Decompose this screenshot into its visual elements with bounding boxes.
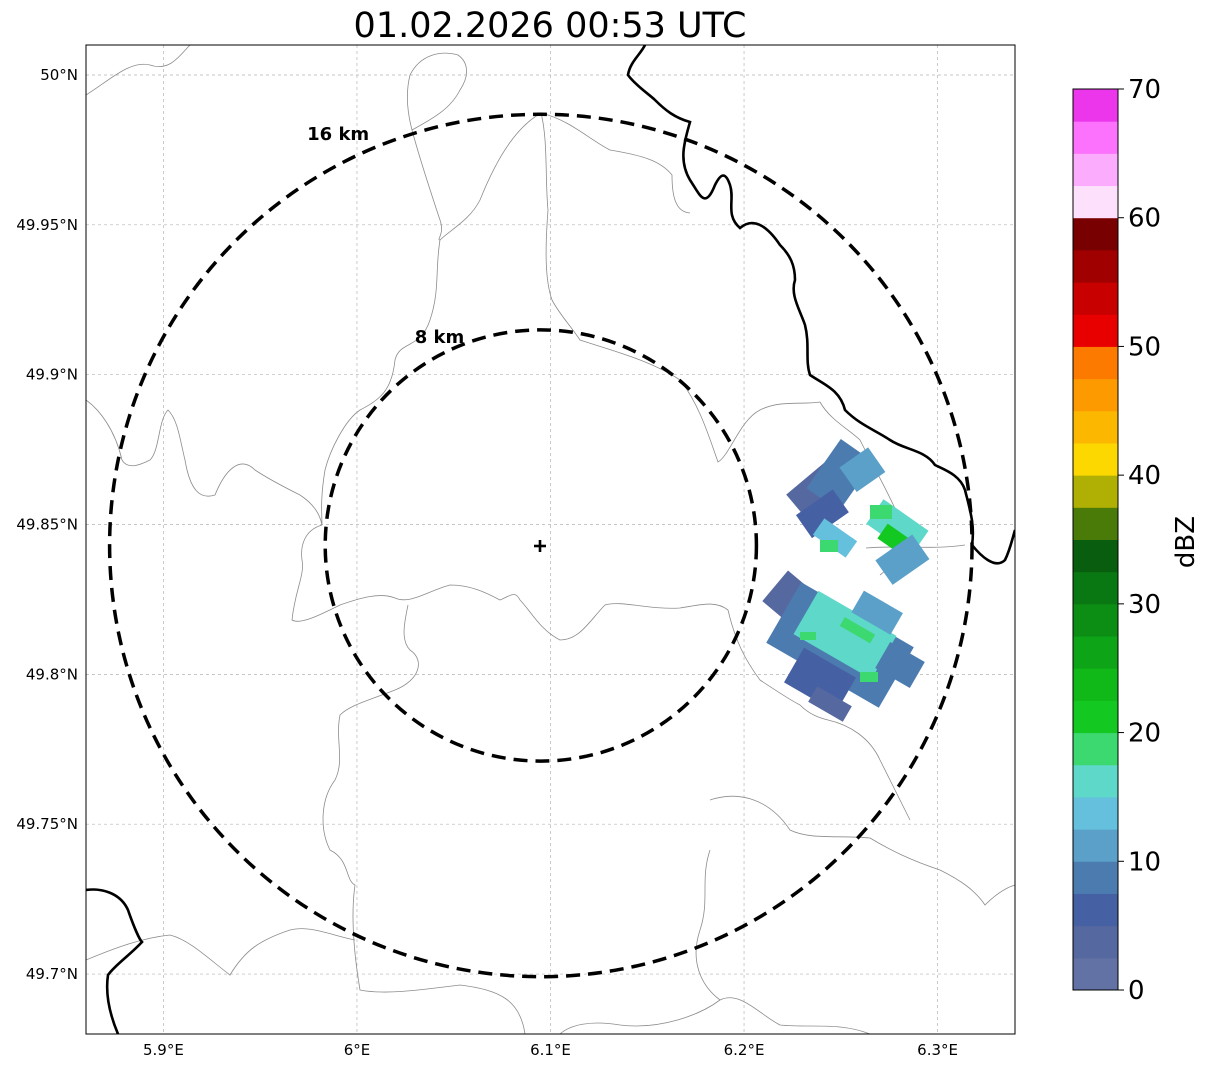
- colorbar-segment: [1073, 861, 1118, 894]
- colorbar-frame: [1072, 88, 1119, 991]
- axis-tick-labels: 5.9°E 6°E 6.1°E 6.2°E 6.3°E 50°N 49.95°N 49.9°N…: [16, 66, 958, 1059]
- colorbar-segment: [1073, 668, 1118, 701]
- colorbar-segment: [1073, 217, 1118, 251]
- colorbar-tick-label: 10: [1128, 847, 1161, 877]
- region-border: [406, 52, 467, 131]
- figure-title: 01.02.2026 00:53 UTC: [354, 6, 747, 46]
- echo-pixel: [839, 447, 886, 493]
- colorbar-segment: [1073, 475, 1118, 508]
- region-border: [86, 45, 191, 96]
- national-border: [86, 888, 144, 1034]
- lon-tick-label: 6.1°E: [530, 1041, 571, 1059]
- range-ring-label: 16 km: [307, 124, 369, 145]
- echo-pixel: [800, 632, 816, 640]
- lat-tick-label: 50°N: [40, 66, 78, 84]
- colorbar-segment: [1073, 571, 1118, 605]
- colorbar-segment: [1073, 153, 1118, 187]
- region-border: [86, 399, 323, 526]
- colorbar-segment: [1073, 700, 1118, 734]
- map-frame: [85, 44, 1016, 1035]
- region-border: [291, 524, 729, 641]
- lon-tick-label: 5.9°E: [143, 1041, 184, 1059]
- colorbar-tick-label: 0: [1128, 976, 1145, 1006]
- colorbar-segment: [1073, 829, 1118, 862]
- lat-tick-label: 49.75°N: [16, 815, 78, 833]
- colorbar-label: dBZ: [1171, 516, 1201, 568]
- colorbar-segment: [1073, 89, 1118, 122]
- region-border: [86, 928, 356, 976]
- region-border: [709, 795, 1015, 906]
- colorbar-tick-label: 30: [1128, 590, 1161, 620]
- colorbar-segment: [1073, 378, 1118, 412]
- national-border: [626, 45, 1015, 565]
- lat-tick-label: 49.9°N: [26, 366, 78, 384]
- colorbar-segment: [1073, 893, 1118, 927]
- lon-tick-label: 6.3°E: [917, 1041, 958, 1059]
- colorbar-tick-label: 40: [1128, 461, 1161, 491]
- colorbar-segment: [1073, 796, 1118, 830]
- region-border: [321, 112, 542, 526]
- colorbar: 0 10 20 30 40 50 60 70 dBZ: [1072, 75, 1201, 1006]
- colorbar-tick-label: 70: [1128, 75, 1161, 105]
- echo-pixel: [875, 642, 925, 688]
- range-ring-16km: [107, 112, 974, 979]
- colorbar-ticks: 0 10 20 30 40 50 60 70: [1118, 75, 1161, 1006]
- echo-pixel: [784, 647, 856, 713]
- colorbar-segment: [1073, 121, 1118, 154]
- colorbar-segment: [1073, 282, 1118, 315]
- north-cell: [786, 438, 930, 585]
- colorbar-segment: [1073, 539, 1118, 573]
- echo-pixel: [839, 617, 876, 644]
- echo-pixel: [851, 590, 903, 635]
- region-border: [322, 604, 526, 1034]
- lat-tick-label: 49.8°N: [26, 665, 78, 683]
- region-border: [411, 129, 442, 241]
- colorbar-tick-label: 60: [1128, 204, 1161, 234]
- echo-pixel: [860, 672, 878, 682]
- colorbar-segment: [1073, 346, 1118, 380]
- range-ring-label: 8 km: [415, 327, 465, 348]
- colorbar-segment: [1073, 410, 1118, 444]
- colorbar-segment: [1073, 603, 1118, 637]
- colorbar-segment: [1073, 507, 1118, 540]
- echo-pixel: [875, 534, 930, 585]
- colorbar-segment: [1073, 249, 1118, 283]
- colorbar-segment: [1073, 732, 1118, 766]
- colorbar-segment: [1073, 957, 1118, 991]
- region-border: [695, 849, 721, 1001]
- region-border: [727, 609, 911, 821]
- colorbar-tick-label: 50: [1128, 332, 1161, 362]
- lat-tick-label: 49.7°N: [26, 965, 78, 983]
- colorbar-segment: [1073, 442, 1118, 476]
- colorbar-tick-label: 20: [1128, 719, 1161, 749]
- echo-pixel: [820, 540, 838, 552]
- echo-pixel: [795, 489, 849, 539]
- echo-pixel: [808, 686, 852, 722]
- radar-echoes: [762, 438, 930, 722]
- radar-site-marker: [534, 540, 546, 552]
- echo-pixel: [812, 518, 858, 558]
- region-border: [540, 112, 821, 463]
- range-ring-8km: [323, 328, 759, 763]
- south-cell: [762, 570, 925, 722]
- lon-tick-label: 6°E: [344, 1041, 371, 1059]
- range-rings: 8 km 16 km: [107, 112, 974, 979]
- colorbar-segment: [1073, 764, 1118, 798]
- map-panel: 8 km 16 km: [85, 44, 1016, 1035]
- echo-pixel: [870, 505, 892, 519]
- echo-pixel: [793, 590, 897, 680]
- lat-tick-label: 49.85°N: [16, 516, 78, 534]
- colorbar-segments: [1073, 89, 1118, 991]
- colorbar-segment: [1073, 314, 1118, 347]
- region-border: [540, 112, 691, 214]
- lat-tick-label: 49.95°N: [16, 216, 78, 234]
- colorbar-segment: [1073, 185, 1118, 219]
- lon-tick-label: 6.2°E: [724, 1041, 765, 1059]
- colorbar-segment: [1073, 636, 1118, 669]
- colorbar-segment: [1073, 925, 1118, 959]
